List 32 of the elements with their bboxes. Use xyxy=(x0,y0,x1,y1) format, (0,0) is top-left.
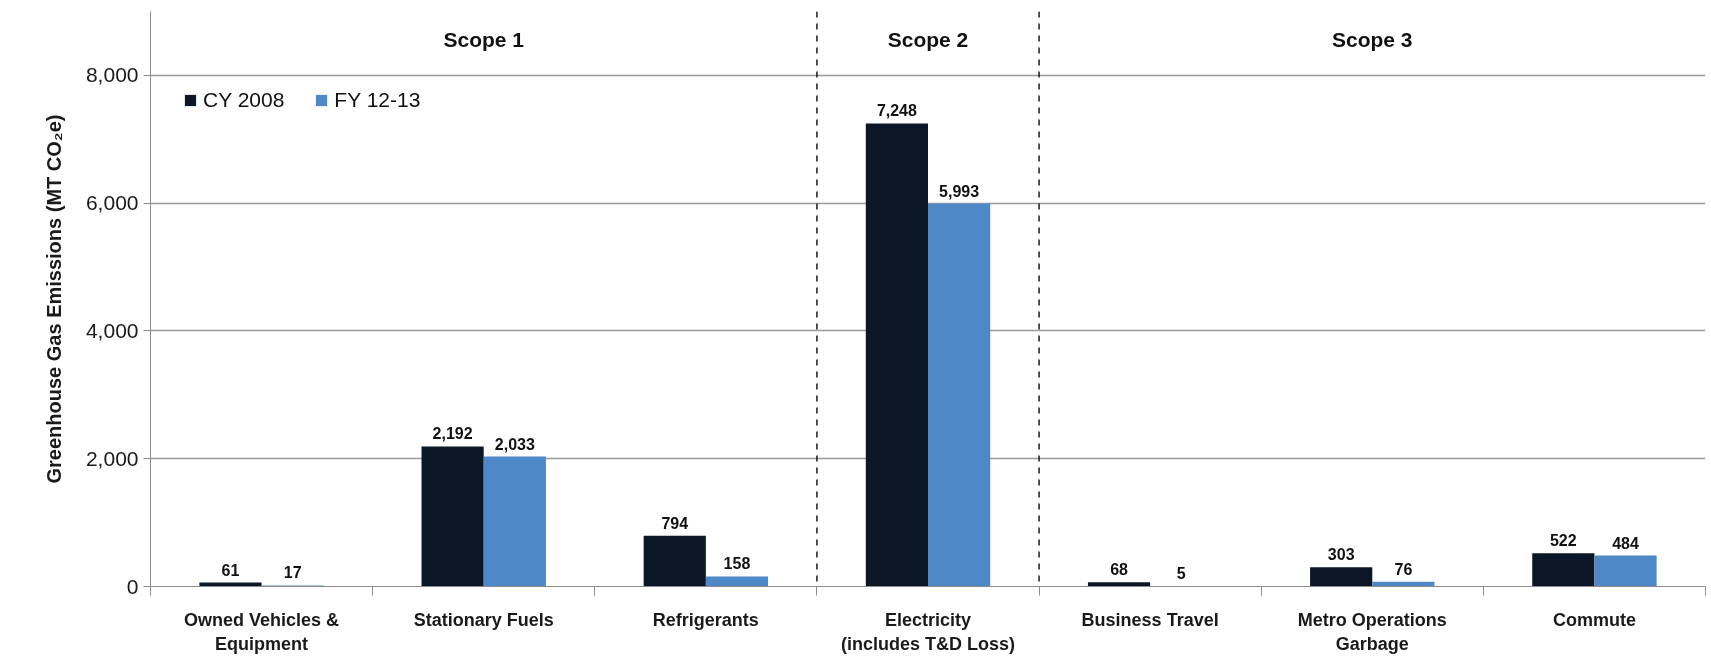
data-label: 158 xyxy=(723,555,751,573)
y-tick-label: 4,000 xyxy=(85,318,139,342)
y-axis-title: Greenhouse Gas Emissions (MT CO₂e) xyxy=(42,114,65,484)
data-label: 5 xyxy=(1176,565,1186,583)
x-tick-label: Metro Operations Garbage xyxy=(1297,609,1447,654)
y-tick-label: 6,000 xyxy=(85,191,139,215)
data-label: 76 xyxy=(1394,560,1413,578)
data-label: 17 xyxy=(283,564,302,582)
data-label: 5,993 xyxy=(939,182,980,200)
y-tick-label: 8,000 xyxy=(85,63,139,87)
y-tick-label: 0 xyxy=(126,574,139,598)
data-label: 522 xyxy=(1549,532,1577,550)
data-label: 7,248 xyxy=(876,102,918,120)
annotation: Scope 2 xyxy=(887,27,969,51)
data-label: 68 xyxy=(1110,561,1129,579)
legend-label: CY 2008 xyxy=(203,88,285,112)
data-label: 484 xyxy=(1612,534,1639,552)
data-label: 303 xyxy=(1327,546,1355,564)
data-label: 2,033 xyxy=(494,435,535,453)
x-tick-label: Business Travel xyxy=(1081,609,1219,630)
x-tick-label: Electricity (includes T&D Loss) xyxy=(840,609,1016,654)
annotation: Scope 1 xyxy=(443,27,525,51)
legend-label: FY 12-13 xyxy=(334,88,421,112)
x-tick-label: Stationary Fuels xyxy=(413,609,554,630)
data-label: 2,192 xyxy=(432,425,473,443)
data-label: 61 xyxy=(221,561,240,579)
x-tick-label: Owned Vehicles & Equipment xyxy=(184,609,340,654)
y-tick-label: 2,000 xyxy=(85,446,139,470)
x-tick-label: Commute xyxy=(1552,609,1636,630)
data-label: 794 xyxy=(661,514,689,532)
x-tick-label: Refrigerants xyxy=(652,609,759,630)
annotation: Scope 3 xyxy=(1332,27,1413,51)
